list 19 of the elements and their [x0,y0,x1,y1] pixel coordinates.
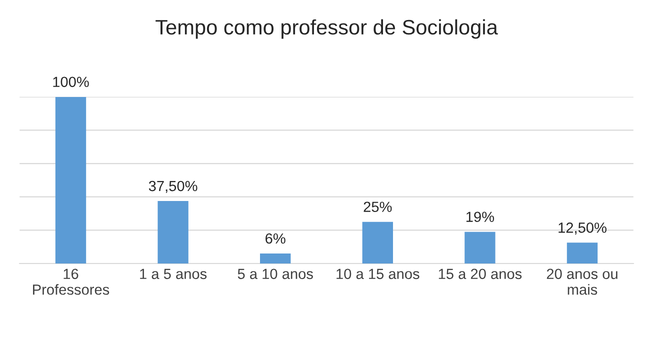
x-tick-label: 5 a 10 anos [238,268,313,280]
data-label: 25% [364,202,392,212]
x-tick-label: 20 anos ou mais [546,268,618,295]
bar [566,242,598,264]
data-label: 37,50% [148,180,198,193]
data-label: 100% [53,76,89,88]
data-label: 19% [466,212,494,222]
bar [158,201,188,264]
bar [464,232,496,264]
data-label: 12,50% [558,222,606,235]
x-tick-label: 16 Professores [33,268,110,295]
bar [260,254,291,264]
bar [55,96,86,264]
x-tick-label: 10 a 15 anos [336,268,420,280]
bar [362,222,393,264]
x-tick-label: 1 a 5 anos [140,268,207,280]
chart-title: Tempo como professor de Sociologia [156,19,498,39]
x-tick-label: 15 a 20 anos [438,268,522,280]
data-label: 6% [266,233,286,244]
